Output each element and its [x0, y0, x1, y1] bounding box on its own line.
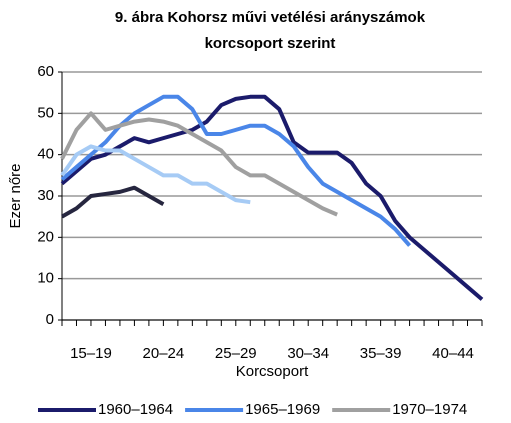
x-tick-label: 30–34 [287, 345, 329, 362]
x-axis-label: Korcsoport [236, 363, 309, 380]
y-tick-label: 30 [37, 187, 54, 204]
line-series [60, 94, 484, 301]
x-tick-label: 20–24 [143, 345, 185, 362]
chart-title: korcsoport szerint [205, 35, 336, 52]
line-series [60, 111, 338, 217]
legend-label: 1960–1964 [98, 401, 173, 418]
x-tick-label: 40–44 [432, 345, 474, 362]
legend-label: 1965–1969 [245, 401, 320, 418]
y-tick-label: 50 [37, 104, 54, 121]
y-tick-label: 40 [37, 146, 54, 163]
legend-label: 1970–1974 [392, 401, 467, 418]
x-tick-label: 25–29 [215, 345, 257, 362]
x-tick-label: 35–39 [360, 345, 402, 362]
chart-title: 9. ábra Kohorsz művi vetélési arányszámo… [115, 9, 426, 26]
y-tick-label: 0 [46, 311, 54, 328]
line-series [60, 144, 251, 205]
y-tick-label: 60 [37, 63, 54, 80]
y-tick-label: 10 [37, 270, 54, 287]
line-series [61, 185, 165, 219]
y-tick-label: 20 [37, 228, 54, 245]
y-axis-label: Ezer nőre [7, 163, 24, 228]
x-tick-label: 15–19 [70, 345, 112, 362]
